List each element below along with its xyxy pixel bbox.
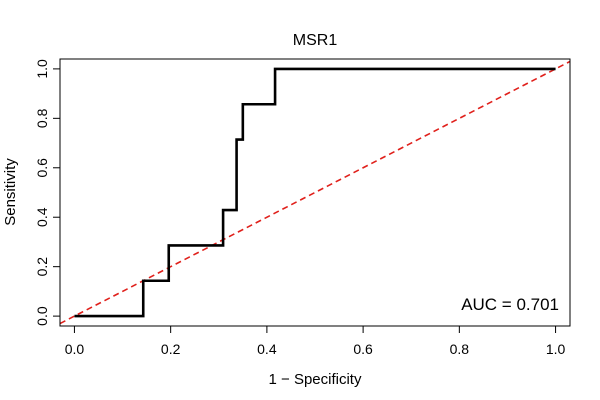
x-axis-label: 1 − Specificity — [269, 371, 362, 388]
x-tick-label: 1.0 — [546, 341, 566, 357]
chart-title: MSR1 — [293, 32, 338, 49]
x-tick-label: 0.8 — [450, 341, 470, 357]
plot-frame — [59, 58, 571, 327]
x-tick-label: 0.6 — [353, 341, 373, 357]
x-axis: 0.0 0.2 0.4 0.6 0.8 1.0 — [65, 325, 566, 357]
x-tick-label: 0.2 — [161, 341, 181, 357]
y-tick-label: 1.0 — [34, 59, 50, 79]
y-axis-label: Sensitivity — [2, 158, 19, 226]
y-tick-label: 0.8 — [34, 108, 50, 128]
series-layer — [59, 60, 571, 325]
x-tick-label: 0.4 — [257, 341, 277, 357]
y-tick-label: 0.6 — [34, 158, 50, 178]
y-tick-label: 0.0 — [34, 306, 50, 326]
y-axis: 0.0 0.2 0.4 0.6 0.8 1.0 — [34, 59, 61, 326]
x-tick-label: 0.0 — [65, 341, 85, 357]
y-tick-label: 0.2 — [34, 257, 50, 277]
roc-curve-line — [74, 67, 556, 318]
chance-diagonal-line — [59, 60, 571, 325]
auc-annotation: AUC = 0.701 — [461, 295, 559, 314]
y-tick-label: 0.4 — [34, 207, 50, 227]
